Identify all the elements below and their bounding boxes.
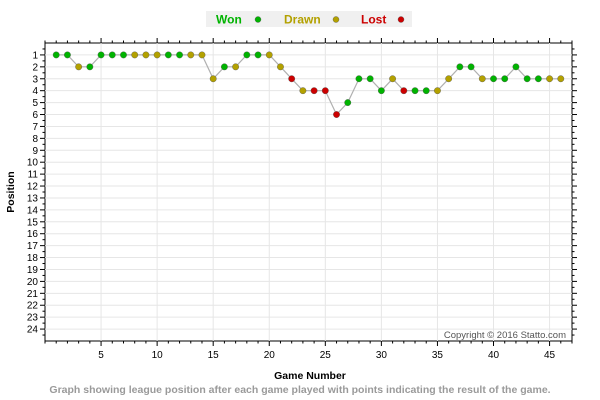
x-tick-label: 15 bbox=[208, 350, 220, 361]
point-game-7-won bbox=[120, 51, 127, 59]
point-game-15-drawn bbox=[209, 75, 217, 83]
y-tick-label: 7 bbox=[32, 122, 38, 133]
chart-caption: Graph showing league position after each… bbox=[49, 384, 550, 396]
copyright-text: Copyright © 2016 Statto.com bbox=[444, 330, 566, 341]
legend: Won Drawn Lost bbox=[206, 11, 412, 27]
y-tick-label: 21 bbox=[27, 289, 39, 300]
point-game-14-drawn bbox=[198, 51, 206, 59]
point-game-2-won bbox=[64, 51, 71, 59]
x-tick-label: 5 bbox=[98, 350, 104, 361]
y-tick-label: 24 bbox=[27, 325, 39, 336]
point-game-16-won bbox=[221, 63, 228, 71]
y-tick-label: 17 bbox=[27, 241, 39, 252]
point-game-20-drawn bbox=[265, 51, 273, 59]
y-tick-label: 10 bbox=[27, 158, 39, 169]
point-game-28-won bbox=[355, 75, 363, 83]
point-game-41-won bbox=[501, 75, 509, 83]
legend-marker-drawn bbox=[332, 16, 340, 23]
y-tick-label: 8 bbox=[32, 134, 38, 145]
point-game-6-won bbox=[108, 51, 116, 59]
legend-background bbox=[206, 11, 412, 27]
point-game-1-won bbox=[52, 51, 60, 59]
point-game-10-drawn bbox=[153, 51, 161, 59]
point-game-26-lost bbox=[333, 111, 340, 118]
point-game-12-won bbox=[176, 51, 183, 59]
legend-marker-lost bbox=[397, 16, 405, 23]
legend-label-lost: Lost bbox=[361, 13, 386, 27]
point-game-13-drawn bbox=[187, 51, 195, 59]
point-game-23-drawn bbox=[299, 87, 307, 95]
y-tick-label: 20 bbox=[27, 277, 39, 288]
y-tick-label: 4 bbox=[32, 86, 38, 97]
legend-label-drawn: Drawn bbox=[284, 13, 321, 27]
point-game-17-drawn bbox=[232, 63, 240, 71]
point-game-36-drawn bbox=[445, 75, 453, 83]
y-tick-label: 3 bbox=[32, 74, 38, 85]
point-game-39-drawn bbox=[478, 75, 486, 83]
y-tick-label: 12 bbox=[27, 182, 39, 193]
point-game-8-drawn bbox=[131, 51, 139, 59]
y-tick-label: 22 bbox=[27, 301, 39, 312]
position-line bbox=[56, 54, 561, 116]
y-tick-label: 1 bbox=[32, 50, 38, 61]
point-game-24-lost bbox=[310, 87, 318, 95]
y-tick-label: 15 bbox=[27, 217, 39, 228]
y-tick-label: 11 bbox=[28, 170, 39, 181]
result-points bbox=[52, 51, 565, 118]
point-game-27-won bbox=[344, 99, 352, 107]
point-game-42-won bbox=[512, 63, 520, 71]
legend-label-won: Won bbox=[216, 13, 242, 27]
plot-area bbox=[44, 42, 573, 342]
point-game-45-drawn bbox=[546, 75, 553, 83]
y-axis-title: Position bbox=[5, 171, 17, 212]
x-tick-label: 30 bbox=[376, 350, 388, 361]
x-tick-label: 40 bbox=[488, 350, 500, 361]
x-tick-label: 25 bbox=[320, 350, 332, 361]
point-game-34-won bbox=[422, 87, 430, 95]
point-game-9-drawn bbox=[142, 51, 150, 59]
point-game-4-won bbox=[86, 63, 94, 71]
point-game-3-drawn bbox=[75, 63, 83, 71]
point-game-29-won bbox=[366, 75, 374, 83]
x-tick-label: 20 bbox=[264, 350, 276, 361]
y-tick-label: 18 bbox=[27, 253, 39, 264]
y-tick-label: 5 bbox=[32, 98, 38, 109]
x-tick-label: 10 bbox=[152, 350, 164, 361]
y-tick-label: 9 bbox=[32, 146, 38, 157]
point-game-44-won bbox=[534, 75, 542, 83]
point-game-30-won bbox=[377, 87, 385, 95]
point-game-38-won bbox=[467, 63, 475, 71]
point-game-35-drawn bbox=[434, 87, 441, 95]
point-game-11-won bbox=[164, 51, 172, 59]
x-tick-label: 45 bbox=[544, 350, 556, 361]
y-tick-label: 14 bbox=[27, 205, 39, 216]
point-game-21-drawn bbox=[277, 63, 284, 71]
y-tick-label: 16 bbox=[27, 229, 39, 240]
point-game-5-won bbox=[97, 51, 105, 59]
point-game-33-won bbox=[411, 87, 419, 95]
point-game-18-won bbox=[243, 51, 251, 59]
x-tick-label: 35 bbox=[432, 350, 444, 361]
y-tick-label: 2 bbox=[32, 62, 38, 73]
point-game-37-won bbox=[456, 63, 464, 71]
axis-ticks bbox=[40, 38, 577, 346]
y-tick-label: 6 bbox=[32, 110, 38, 121]
y-tick-label: 23 bbox=[27, 313, 39, 324]
point-game-22-lost bbox=[288, 75, 296, 83]
point-game-46-drawn bbox=[557, 75, 565, 83]
y-tick-label: 19 bbox=[27, 265, 39, 276]
x-axis-title: Game Number bbox=[274, 370, 346, 382]
legend-marker-won bbox=[254, 16, 262, 23]
point-game-32-lost bbox=[400, 87, 408, 95]
point-game-25-lost bbox=[321, 87, 329, 95]
x-tick-labels: 5 10 15 20 25 30 35 40 45 bbox=[98, 350, 555, 361]
y-tick-label: 13 bbox=[27, 193, 39, 204]
point-game-31-drawn bbox=[389, 75, 396, 83]
point-game-43-won bbox=[523, 75, 531, 83]
point-game-19-won bbox=[254, 51, 262, 59]
point-game-40-won bbox=[490, 75, 497, 83]
